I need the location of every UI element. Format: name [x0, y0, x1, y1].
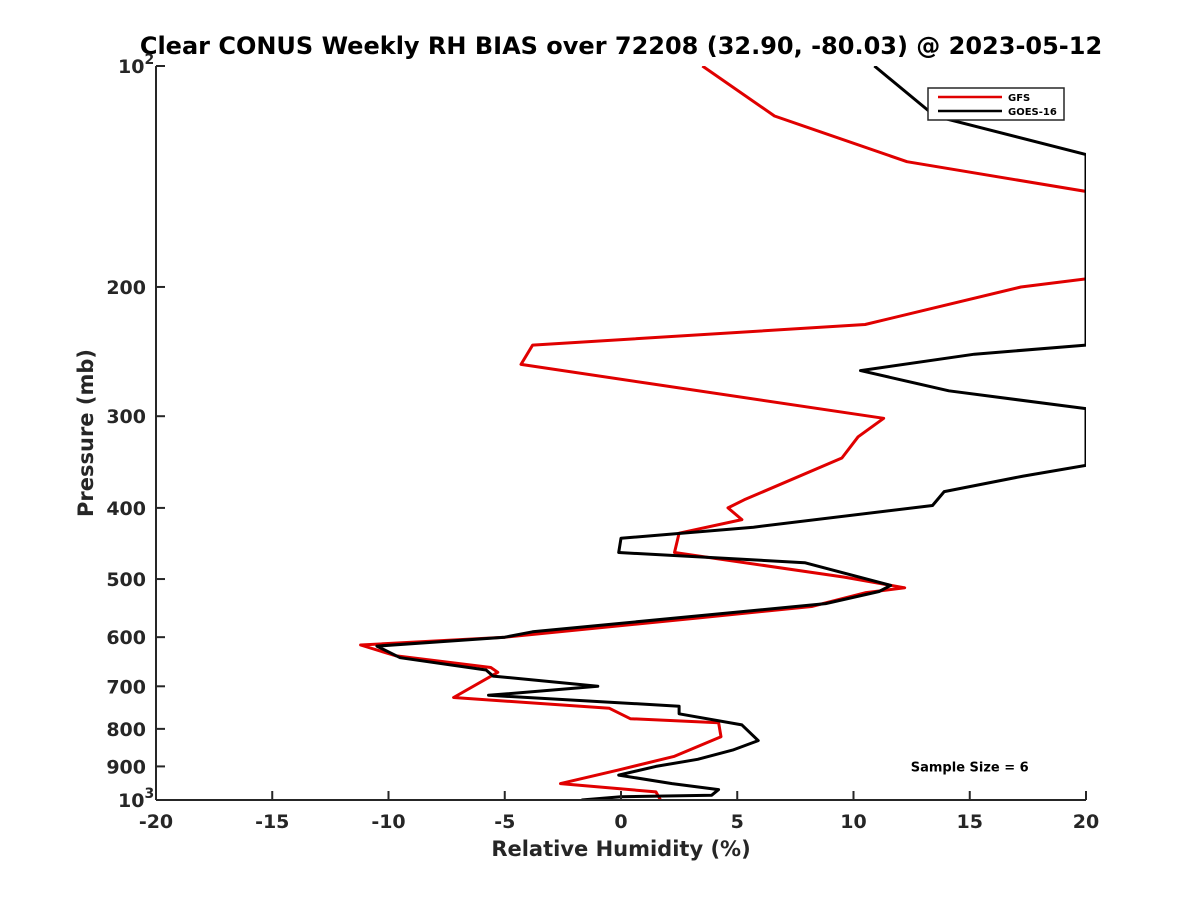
- legend-box: [927, 87, 1065, 121]
- x-tick-label: -5: [494, 811, 515, 833]
- legend-label-goes-16: GOES-16: [1008, 107, 1057, 118]
- x-tick-label: -15: [255, 811, 289, 833]
- y-axis-label: Pressure (mb): [74, 349, 98, 517]
- y-tick-label: 500: [106, 569, 146, 591]
- x-axis-label: Relative Humidity (%): [491, 837, 750, 861]
- x-tick-label: 10: [840, 811, 866, 833]
- y-tick-label: 900: [106, 756, 146, 778]
- legend: GFS GOES-16: [927, 87, 1065, 121]
- x-tick-label: 15: [957, 811, 983, 833]
- y-tick-label: 700: [106, 676, 146, 698]
- x-tick-label: -20: [139, 811, 173, 833]
- series-line-gfs: [359, 66, 1086, 800]
- y-tick-label: 600: [106, 627, 146, 649]
- x-tick-label: -10: [371, 811, 405, 833]
- series-line-goes-16: [375, 66, 1086, 800]
- legend-label-gfs: GFS: [1008, 93, 1030, 104]
- ticks-layer: -20 -15 -10 -5 0 5 10 15 20 102 200 300 400 500 600 700…: [106, 52, 1099, 833]
- series-layer: [359, 66, 1086, 800]
- x-tick-label: 20: [1073, 811, 1099, 833]
- y-tick-label: 200: [106, 277, 146, 299]
- y-tick-label: 300: [106, 406, 146, 428]
- chart-title: Clear CONUS Weekly RH BIAS over 72208 (3…: [140, 32, 1102, 60]
- y-tick-label: 102: [118, 52, 154, 78]
- y-tick-label: 103: [118, 786, 154, 812]
- x-tick-label: 5: [731, 811, 744, 833]
- x-tick-label: 0: [614, 811, 627, 833]
- y-tick-label: 800: [106, 719, 146, 741]
- sample-size-annotation: Sample Size = 6: [911, 760, 1029, 775]
- y-tick-label: 400: [106, 498, 146, 520]
